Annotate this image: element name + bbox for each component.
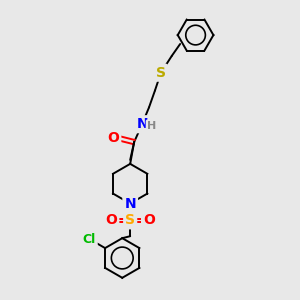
Text: Cl: Cl: [82, 233, 96, 246]
Text: N: N: [136, 117, 148, 131]
Text: O: O: [107, 131, 119, 145]
Text: O: O: [143, 213, 155, 227]
Text: O: O: [105, 213, 117, 227]
Text: S: S: [156, 66, 166, 80]
Text: S: S: [125, 213, 135, 227]
Text: H: H: [147, 121, 157, 131]
Text: N: N: [124, 196, 136, 211]
